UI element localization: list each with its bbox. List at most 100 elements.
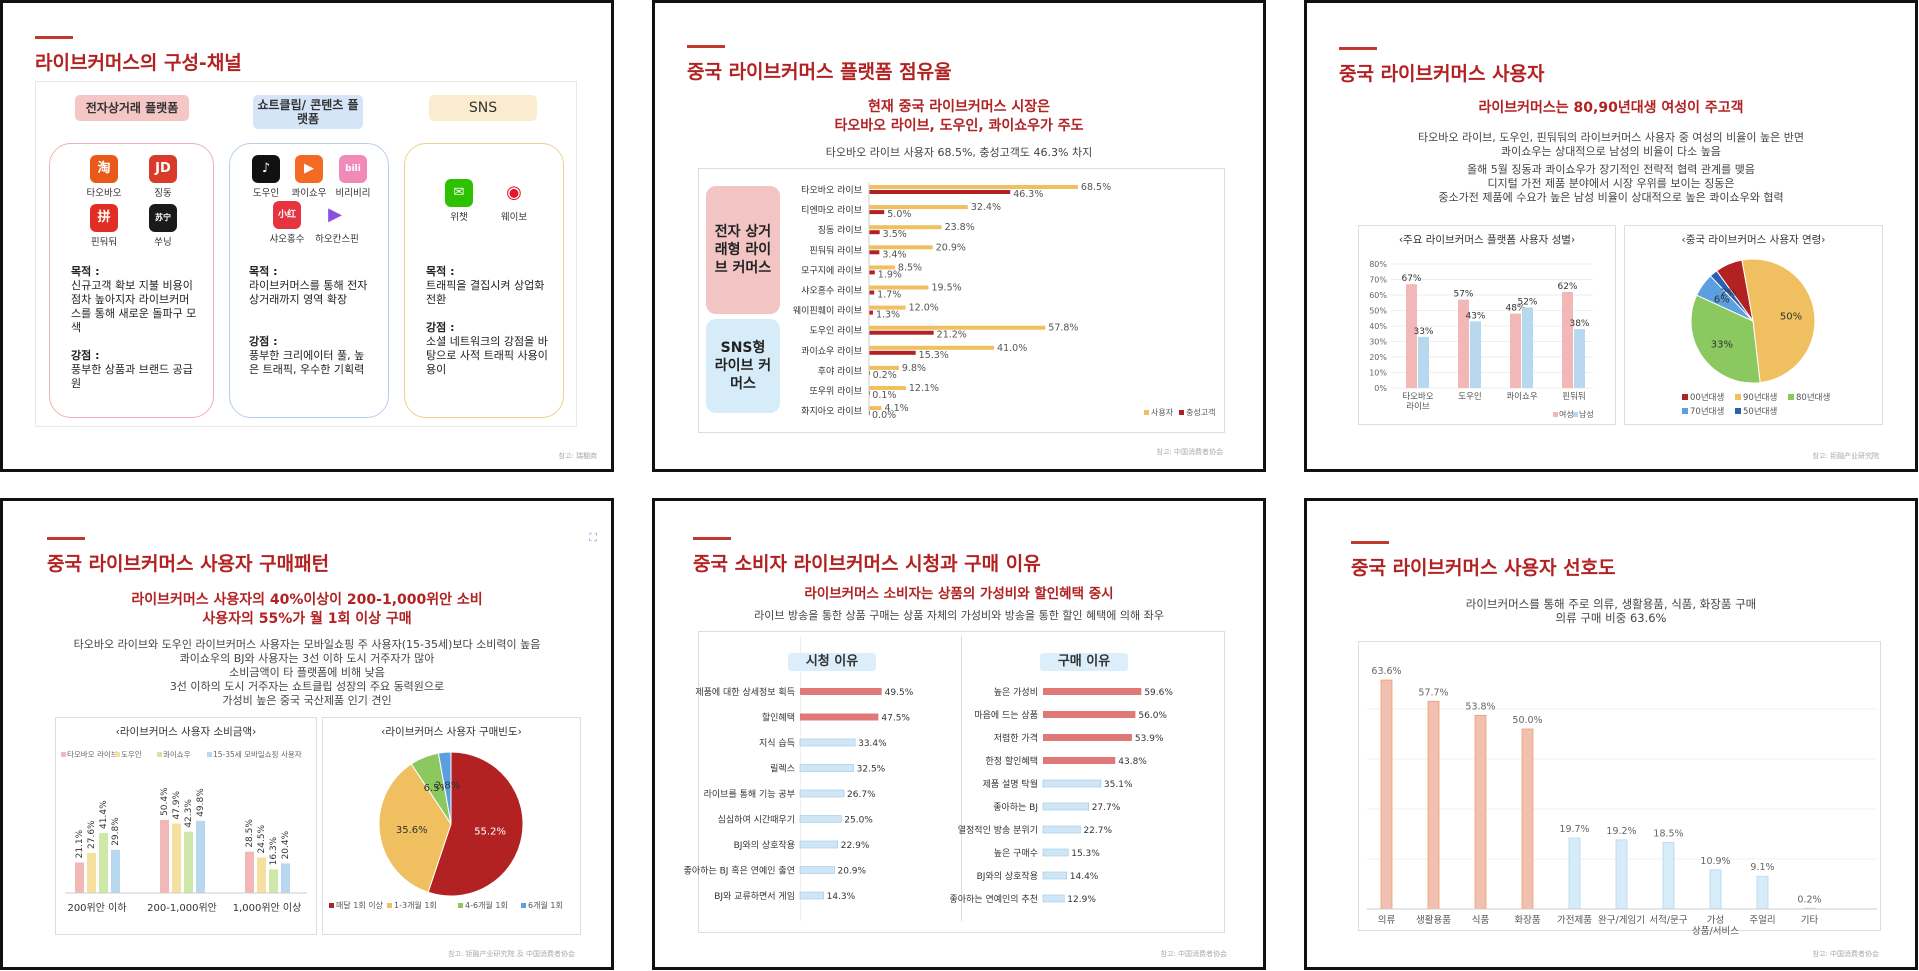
data-label: 50.0% (1512, 715, 1542, 726)
bar (799, 815, 842, 823)
tick-label: 70% (1369, 276, 1387, 285)
data-label: 32.4% (971, 202, 1001, 213)
data-label: 49.8% (196, 788, 206, 817)
header-shortclip: 쇼트클립/ 콘텐츠 플랫폼 (253, 95, 363, 129)
bar (111, 849, 120, 893)
data-label: 43.8% (1118, 757, 1147, 767)
slide-title: 중국 라이브커머스 사용자 선호도 (1351, 557, 1616, 579)
watch-reason-title: 시청 이유 (788, 653, 876, 671)
slide-title: 라이브커머스의 구성-채널 (35, 52, 242, 74)
category-label: 모구지에 라이브 (801, 265, 862, 276)
legend-label: 도우인 (121, 749, 142, 759)
category-label: 심심하여 시간때우기 (718, 814, 795, 826)
legend-swatch (207, 752, 212, 757)
tick-label: 20% (1369, 353, 1387, 362)
bar (799, 891, 824, 900)
bar (1568, 837, 1581, 910)
shortclip-box (229, 143, 389, 418)
data-label: 25.0% (844, 816, 873, 826)
app-label: 웨이보 (500, 212, 528, 223)
data-label: 8.5% (898, 262, 922, 273)
bar (269, 869, 278, 893)
source-note: 참고: 瑞棚商 (558, 452, 597, 460)
subtext: 라이브 방송을 통한 상품 구매는 상품 자체의 가성비와 방송을 통한 할인 … (754, 609, 1164, 622)
data-label: 10.9% (1700, 856, 1730, 867)
slice-label: 2.8% (435, 781, 460, 792)
category-label: 200-1,000위안 (147, 901, 217, 914)
bar-loyal (869, 290, 875, 295)
category-label: 라이브를 통해 기능 공부 (704, 789, 795, 800)
legend-swatch (1573, 412, 1578, 417)
data-label: 4.1% (885, 403, 909, 414)
data-label: 57.7% (1418, 687, 1448, 698)
bar (1427, 700, 1440, 910)
data-label: 21.1% (75, 829, 85, 858)
slice-label: 6% (1714, 295, 1730, 306)
headline: 현재 중국 라이브커머스 시장은 타오바오 라이브, 도우인, 콰이쇼우가 주도 (834, 99, 1084, 134)
pie-slice (1709, 270, 1754, 322)
data-label: 43% (1465, 311, 1485, 321)
data-label: 27.6% (87, 820, 97, 849)
data-label: 20.9% (837, 867, 866, 877)
category-label: 핀둬둬 라이브 (809, 244, 862, 256)
data-label: 53.9% (1135, 734, 1164, 744)
category-label: 또우위 라이브 (809, 386, 862, 397)
data-label: 9.8% (902, 363, 926, 374)
data-label: 29.8% (111, 817, 121, 846)
bar (800, 713, 879, 721)
douyin-icon: ♪ (252, 155, 280, 183)
source-note: 참고: 中国消费者协会 (1156, 448, 1223, 456)
category-label: 완구/게임기 (1598, 914, 1645, 926)
data-label: 0.2% (1797, 894, 1821, 905)
category-label: 높은 구매수 (994, 848, 1038, 859)
category-label: 저렴한 가격 (994, 732, 1038, 744)
legend-swatch (1788, 394, 1794, 400)
category-label: 티엔마오 라이브 (801, 205, 862, 216)
legend-label: 충성고객 (1186, 407, 1215, 417)
category-label: BJ와의 상호작용 (977, 870, 1038, 882)
bilibili-icon: bili (339, 155, 367, 183)
header-ecommerce: 전자상거래 플랫폼 (75, 95, 189, 121)
shortclip-strength: 강점 : 풍부한 크리에이터 풀, 높은 트래픽, 우수한 기획력 (249, 335, 365, 376)
app-label: 위챗 (450, 212, 468, 223)
tick-label: 10% (1369, 369, 1387, 378)
bar (281, 863, 290, 893)
legend-swatch (387, 903, 392, 908)
bar-loyal (869, 310, 873, 315)
bar-loyal (869, 190, 1011, 194)
category-label: 할인혜택 (762, 712, 795, 724)
legend-swatch (157, 752, 162, 757)
expand-icon[interactable]: ⛶ (589, 531, 597, 544)
pie-slice (1741, 258, 1816, 384)
haokan-icon: ▶ (321, 201, 349, 229)
category-label: 좋아하는 BJ (993, 802, 1038, 813)
data-label: 41.4% (99, 800, 109, 829)
legend-label: 4-6개월 1회 (465, 900, 508, 910)
legend-label: 70년대생 (1690, 406, 1724, 417)
jd-icon: JD (149, 155, 177, 183)
source-note: 참고: 中国消费者协会 (1160, 950, 1227, 958)
data-label: 3.5% (883, 229, 907, 240)
category-label: 화지아오 라이브 (801, 406, 862, 417)
category-label: 타오바오 (1402, 391, 1433, 402)
data-label: 5.0% (887, 209, 911, 220)
slice-label: 6.5% (424, 783, 449, 794)
bar-users (869, 406, 882, 411)
pie-slice (437, 751, 452, 825)
bar (160, 819, 169, 893)
bar-users (869, 285, 929, 290)
data-label: 32.5% (857, 765, 886, 775)
slide-title: 중국 라이브커머스 사용자 (1339, 63, 1545, 85)
category-label: 도우인 라이브 (809, 326, 862, 337)
data-label: 52% (1517, 297, 1537, 307)
taobao-icon: 淘 (90, 155, 118, 183)
purchase-charts: 타오바오 라이브 도우인 콰이쇼우 15-35세 모바일쇼핑 사용자 21.1% 27.6… (61, 749, 563, 914)
app-label: 핀둬둬 (90, 237, 118, 248)
pie-slice (378, 763, 452, 893)
legend-label: 사용자 (1151, 408, 1174, 417)
legend-label: 남성 (1579, 410, 1594, 419)
pie-slice (427, 751, 524, 897)
body-text: 타오바오 라이브, 도우인, 핀둬둬의 라이브커머스 사용자 중 여성의 비율이… (1417, 131, 1805, 204)
data-label: 48% (1505, 304, 1525, 314)
legend-swatch (61, 752, 66, 757)
